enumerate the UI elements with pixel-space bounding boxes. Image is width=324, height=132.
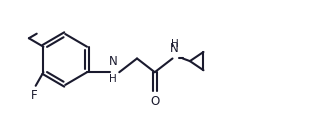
Text: F: F [31,89,38,102]
Text: N: N [109,55,117,68]
Text: O: O [150,95,159,108]
Text: N: N [170,42,179,55]
Text: H: H [170,39,178,49]
Text: H: H [109,74,117,84]
